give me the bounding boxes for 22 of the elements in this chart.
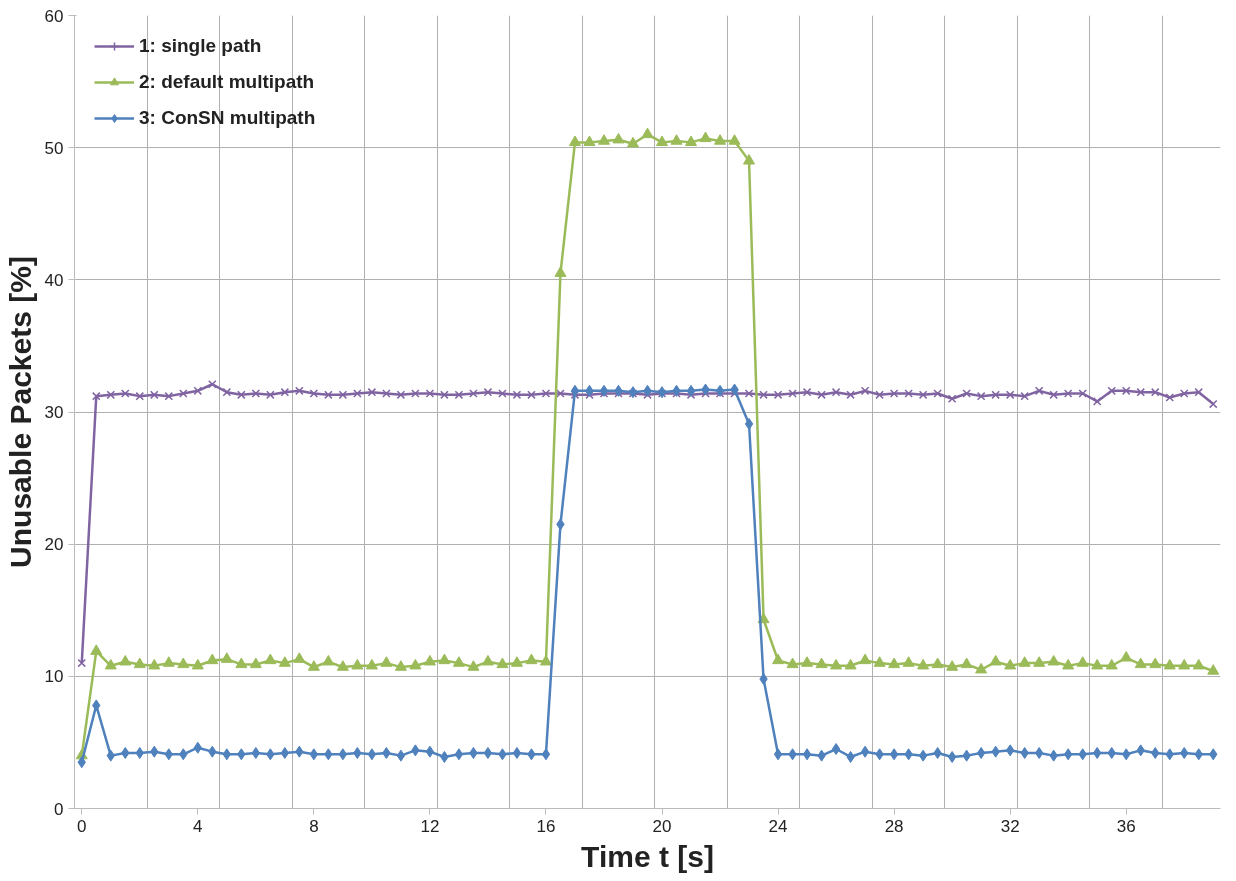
x-tick-label: 8 (309, 816, 319, 836)
legend-label: 2: default multipath (139, 71, 315, 93)
y-tick-label: 60 (44, 6, 64, 26)
legend-label: 3: ConSN multipath (139, 107, 316, 129)
x-tick-label: 24 (768, 816, 788, 836)
x-axis-title: Time t [s] (581, 839, 714, 873)
y-tick-label: 20 (44, 535, 64, 555)
y-tick-label: 0 (54, 799, 64, 819)
y-axis-title: Unusable Packets [%] (3, 256, 37, 568)
x-tick-label: 4 (193, 816, 203, 836)
x-tick-label: 32 (1000, 816, 1020, 836)
y-tick-label: 50 (44, 138, 64, 158)
y-tick-label: 30 (44, 403, 64, 422)
legend-label: 1: single path (139, 35, 262, 57)
y-tick-label: 10 (44, 667, 64, 687)
x-tick-label: 16 (536, 816, 556, 836)
x-tick-label: 0 (77, 816, 87, 836)
x-tick-label: 20 (652, 816, 672, 836)
x-tick-label: 12 (420, 816, 440, 836)
x-tick-label: 28 (884, 816, 904, 836)
y-tick-label: 40 (44, 270, 64, 290)
x-tick-label: 36 (1116, 816, 1136, 836)
